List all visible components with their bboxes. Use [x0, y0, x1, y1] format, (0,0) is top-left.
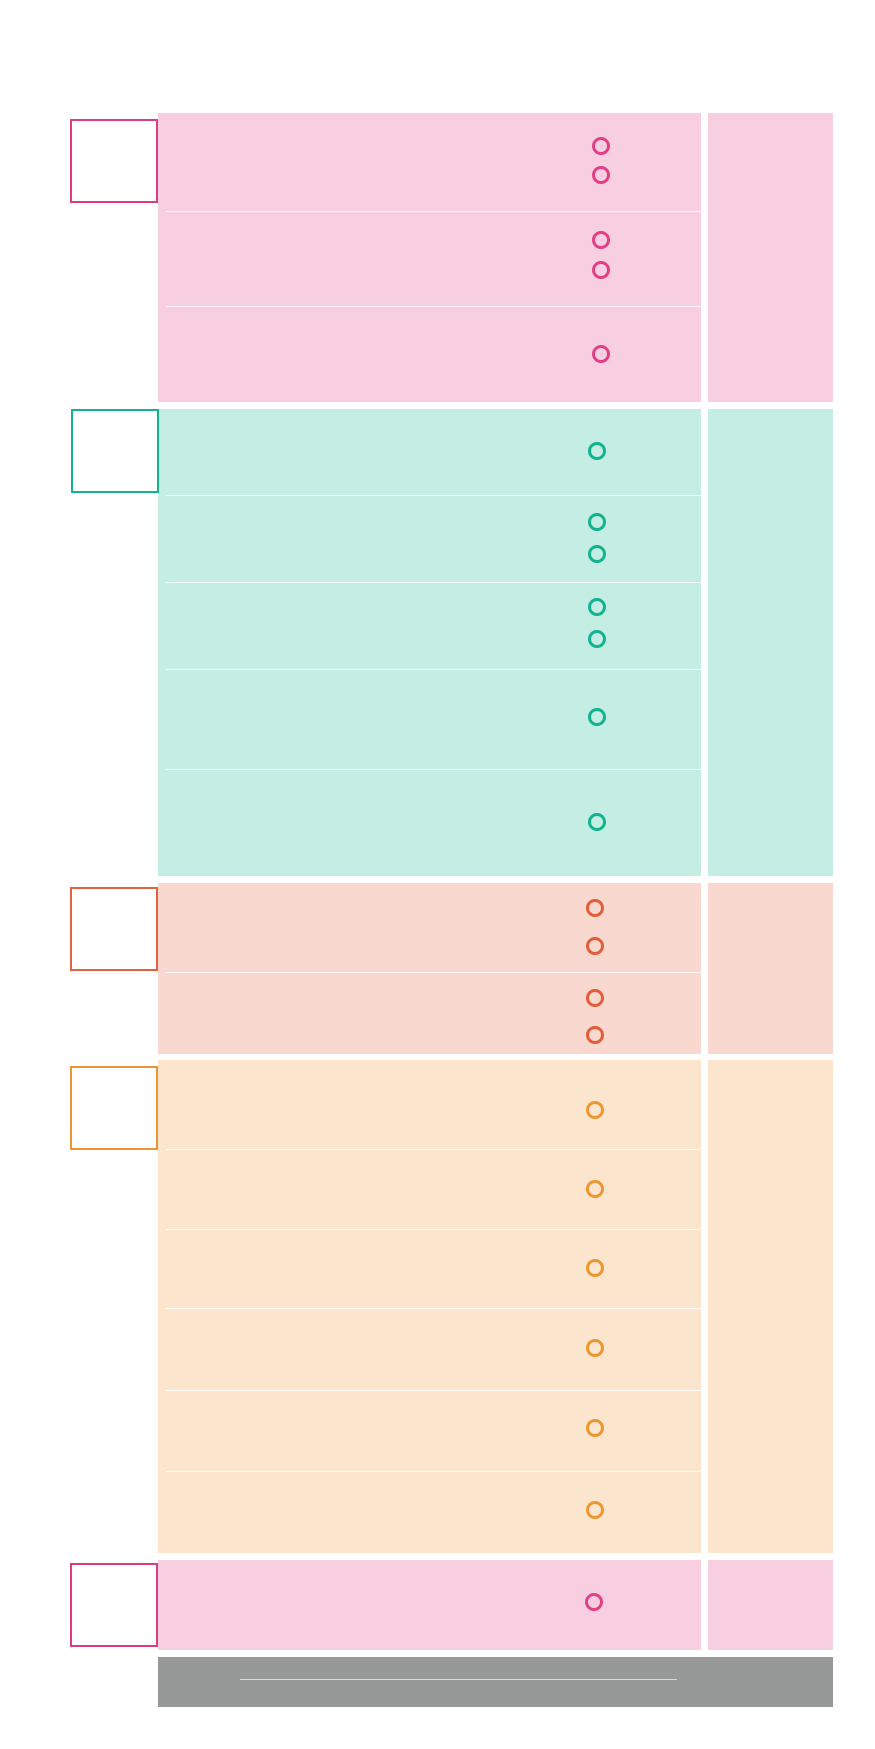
section-4-row-6-marker-1 [586, 1501, 604, 1519]
section-4-row-3-marker-1 [586, 1259, 604, 1277]
section-4-row-4 [158, 1309, 701, 1390]
section-4-row-6 [158, 1472, 701, 1553]
section-1-row-3 [158, 307, 701, 402]
section-2-row-1-marker-1 [588, 442, 606, 460]
section-2-row-3-marker-2 [588, 630, 606, 648]
section-3-row-2 [158, 973, 701, 1054]
section-3 [158, 883, 833, 1054]
section-4-row-3 [158, 1230, 701, 1308]
section-2-label-box [71, 409, 159, 493]
section-2-row-3 [158, 583, 701, 669]
section-4-divider-3 [166, 1308, 701, 1309]
section-2-row-3-marker-1 [588, 598, 606, 616]
section-1-row-2-marker-1 [592, 231, 610, 249]
footer-bar [158, 1657, 833, 1707]
section-4-row-5-marker-1 [586, 1419, 604, 1437]
section-5-label-box [70, 1563, 158, 1647]
section-3-side-column [708, 883, 833, 1054]
section-1-main-column [158, 113, 701, 402]
section-4 [158, 1060, 833, 1553]
section-2-divider-3 [166, 669, 701, 670]
section-1-divider-1 [166, 211, 701, 212]
section-5-row-1 [158, 1560, 701, 1650]
section-4-row-2 [158, 1150, 701, 1229]
section-3-divider-1 [166, 972, 701, 973]
section-1-row-2 [158, 212, 701, 306]
footer-line [240, 1679, 677, 1680]
section-4-row-1 [158, 1060, 701, 1149]
section-4-row-2-marker-1 [586, 1180, 604, 1198]
section-2-row-2-marker-2 [588, 545, 606, 563]
section-3-row-1-marker-1 [586, 899, 604, 917]
section-4-main-column [158, 1060, 701, 1553]
section-4-row-1-marker-1 [586, 1101, 604, 1119]
section-4-divider-4 [166, 1390, 701, 1391]
section-1-divider-2 [166, 306, 701, 307]
section-1-label-box [70, 119, 158, 203]
section-5-row-1-marker-1 [585, 1593, 603, 1611]
section-2-row-2-marker-1 [588, 513, 606, 531]
section-4-side-column [708, 1060, 833, 1553]
section-2-side-column [708, 409, 833, 876]
section-1-row-1-marker-2 [592, 166, 610, 184]
section-1-row-1-marker-1 [592, 137, 610, 155]
section-3-row-1-marker-2 [586, 937, 604, 955]
section-1-row-1 [158, 113, 701, 211]
section-2-row-4-marker-1 [588, 708, 606, 726]
section-2-row-1 [158, 409, 701, 495]
section-3-row-2-marker-2 [586, 1026, 604, 1044]
section-3-label-box [70, 887, 158, 971]
section-5 [158, 1560, 833, 1650]
section-2-divider-2 [166, 582, 701, 583]
section-4-row-4-marker-1 [586, 1339, 604, 1357]
section-4-row-5 [158, 1391, 701, 1471]
section-4-label-box [70, 1066, 158, 1150]
section-4-divider-5 [166, 1471, 701, 1472]
section-1-row-2-marker-2 [592, 261, 610, 279]
section-4-divider-1 [166, 1149, 701, 1150]
section-4-divider-2 [166, 1229, 701, 1230]
section-2-row-5 [158, 770, 701, 876]
section-3-row-1 [158, 883, 701, 972]
section-2-divider-1 [166, 495, 701, 496]
section-2-row-4 [158, 670, 701, 769]
section-2-main-column [158, 409, 701, 876]
section-2-row-5-marker-1 [588, 813, 606, 831]
section-1-row-3-marker-1 [592, 345, 610, 363]
section-5-main-column [158, 1560, 701, 1650]
section-1 [158, 113, 833, 402]
section-2 [158, 409, 833, 876]
section-3-row-2-marker-1 [586, 989, 604, 1007]
section-3-main-column [158, 883, 701, 1054]
section-5-side-column [708, 1560, 833, 1650]
section-2-row-2 [158, 496, 701, 582]
section-2-divider-4 [166, 769, 701, 770]
section-1-side-column [708, 113, 833, 402]
